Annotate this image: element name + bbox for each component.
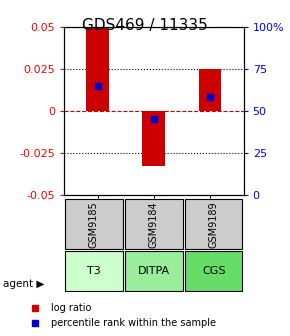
FancyBboxPatch shape [65,251,123,291]
Text: agent ▶: agent ▶ [3,279,44,289]
FancyBboxPatch shape [125,199,182,249]
FancyBboxPatch shape [185,251,242,291]
Text: CGS: CGS [202,266,225,276]
Text: GSM9184: GSM9184 [149,201,159,248]
Text: percentile rank within the sample: percentile rank within the sample [51,318,216,328]
FancyBboxPatch shape [185,199,242,249]
Text: GDS469 / 11335: GDS469 / 11335 [82,18,208,34]
FancyBboxPatch shape [65,199,123,249]
Text: GSM9185: GSM9185 [89,201,99,248]
Text: T3: T3 [87,266,101,276]
Bar [86,27,109,111]
Bar [142,111,165,166]
FancyBboxPatch shape [125,251,182,291]
Text: log ratio: log ratio [51,303,91,313]
Text: DITPA: DITPA [138,266,170,276]
Text: GSM9189: GSM9189 [209,201,219,248]
Bar [199,69,221,111]
